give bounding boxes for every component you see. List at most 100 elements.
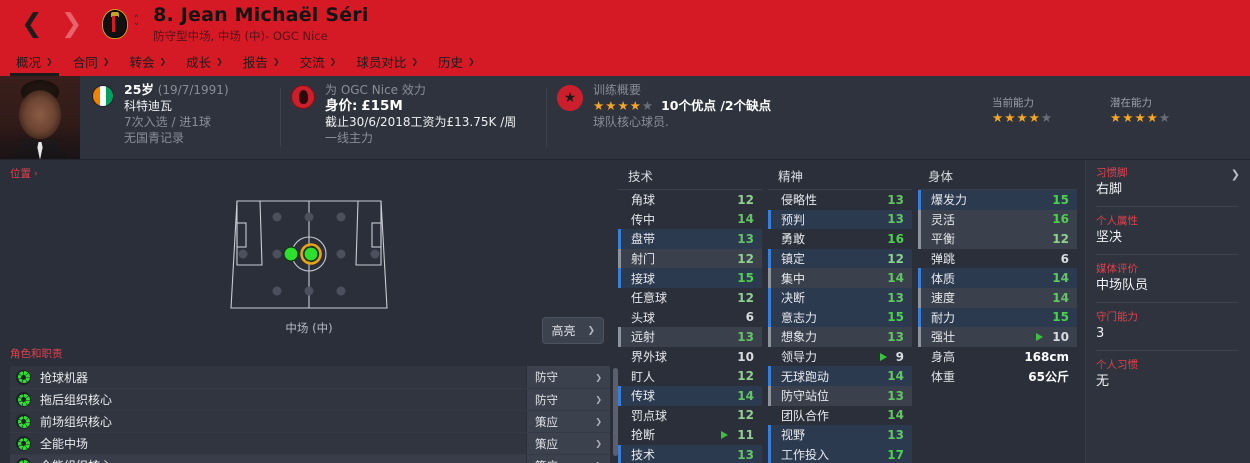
role-duty-select[interactable]: 策应 ❯ (526, 455, 610, 463)
chevron-down-icon: ❯ (216, 57, 223, 66)
tab-4[interactable]: 报告 ❯ (233, 50, 290, 76)
sidebar-detail-value: 中场队员 (1096, 278, 1149, 293)
attribute-name: 盯人 (631, 369, 656, 384)
role-main[interactable]: 全能中场 (10, 433, 526, 454)
attribute-name: 工作投入 (781, 448, 830, 463)
attribute-row: 灵活 16 (918, 209, 1077, 230)
tab-2[interactable]: 转会 ❯ (119, 50, 176, 76)
attribute-value: 12 (737, 369, 754, 384)
role-label: 全能中场 (40, 437, 89, 451)
roles-list: 抢球机器防守❯拖后组织核心防守❯前场组织核心策应❯全能中场策应❯全能组织核心策应… (0, 366, 618, 463)
club-crest-icon[interactable] (101, 9, 128, 39)
tab-label: 历史 (438, 55, 464, 70)
position-panel-title[interactable]: 位置 › (0, 160, 618, 181)
tab-5[interactable]: 交流 ❯ (290, 50, 347, 76)
attribute-row: 视野 13 (768, 425, 912, 445)
chevron-up-down-icon[interactable]: ˄ ˅ (133, 13, 140, 34)
tab-1[interactable]: 合同 ❯ (63, 50, 120, 76)
tab-label: 成长 (186, 55, 212, 70)
attribute-value: 12 (737, 408, 754, 423)
attribute-row: 预判 13 (768, 209, 912, 230)
current-ability-block: 当前能力 ★★★★★ (992, 82, 1110, 126)
role-label: 全能组织核心 (40, 457, 112, 463)
attribute-name: 想象力 (781, 330, 818, 345)
attribute-name: 平衡 (931, 232, 956, 247)
attribute-row: 团队合作 14 (768, 406, 912, 426)
attribute-row: 爆发力 15 (918, 190, 1077, 210)
attributes-section: 技术 角球 12 传中 14 盘带 13 射门 12 接球 15 任意球 12 头球 6 远射 13 界外球 10… (618, 160, 1085, 463)
attribute-value: 16 (887, 231, 904, 246)
attribute-value: 168cm (1024, 349, 1069, 364)
chevron-down-icon: ❯ (595, 461, 602, 463)
back-icon[interactable]: ❮ (21, 9, 43, 39)
highlight-select-value: 高亮 (551, 324, 576, 338)
attribute-value: 14 (1052, 290, 1069, 305)
star-badge-icon: ★ (557, 85, 583, 111)
contract-info-block: 为 OGC Nice 效力 身价: £15M 截止30/6/2018工资为£13… (281, 76, 546, 159)
role-main[interactable]: 全能组织核心 (10, 455, 526, 463)
attribute-row: 射门 12 (618, 248, 762, 269)
player-value: £15M (361, 98, 403, 114)
attribute-row: 罚点球 12 (618, 406, 762, 426)
role-label: 前场组织核心 (40, 415, 113, 429)
role-duty-select[interactable]: 防守 ❯ (526, 366, 610, 388)
attribute-value: 13 (887, 212, 904, 227)
sidebar-detail-label: 个人习惯 (1096, 359, 1138, 371)
attribute-value: 13 (887, 290, 904, 305)
attribute-value: 12 (737, 192, 754, 207)
role-row[interactable]: 全能中场 策应 ❯ (10, 432, 610, 454)
tab-7[interactable]: 历史 ❯ (428, 50, 485, 76)
role-main[interactable]: 抢球机器 (10, 366, 526, 388)
sidebar-detail-block: 媒体评价 中场队员 (1096, 262, 1238, 303)
chevron-down-icon: ❯ (329, 57, 337, 66)
role-suitability-icon (16, 414, 31, 429)
attribute-row: 盯人 12 (618, 366, 762, 386)
role-main[interactable]: 拖后组织核心 (10, 389, 526, 410)
chevron-down-icon[interactable]: ❯ (1230, 168, 1240, 181)
role-row[interactable]: 拖后组织核心 防守 ❯ (10, 388, 610, 410)
attribute-row: 集中 14 (768, 268, 912, 288)
attribute-name: 身高 (931, 350, 956, 365)
attribute-row: 想象力 13 (768, 327, 912, 347)
attribute-row: 远射 13 (618, 327, 762, 347)
attribute-name: 集中 (781, 271, 806, 286)
chevron-down-icon: ❯ (587, 325, 595, 336)
highlight-select[interactable]: 高亮 ❯ (542, 317, 604, 344)
role-row[interactable]: 全能组织核心 策应 ❯ (10, 454, 610, 463)
attribute-name: 防守站位 (781, 389, 830, 404)
divider (546, 88, 547, 147)
roles-section-title: 角色和职责 (10, 348, 63, 360)
role-row[interactable]: 抢球机器 防守 ❯ (10, 366, 610, 388)
sidebar-detail-value: 3 (1096, 326, 1105, 341)
role-duty-select[interactable]: 防守 ❯ (526, 389, 610, 410)
role-main[interactable]: 前场组织核心 (10, 411, 526, 432)
attribute-value: 14 (887, 408, 904, 423)
divider (280, 88, 281, 147)
chevron-down-icon: ❯ (595, 439, 602, 448)
attribute-name: 弹跳 (931, 252, 956, 267)
tab-0[interactable]: 概况 ❯ (6, 50, 63, 76)
attribute-value: 10 (737, 349, 754, 364)
forward-icon[interactable]: ❯ (60, 9, 83, 39)
attribute-row: 弹跳 6 (918, 249, 1077, 269)
role-duty-select[interactable]: 策应 ❯ (526, 433, 610, 454)
current-ability-label: 当前能力 (992, 97, 1034, 109)
player-photo (0, 76, 80, 159)
attribute-value: 13 (737, 329, 754, 344)
attribute-value: 10 (1052, 329, 1069, 344)
player-info-strip: 25岁 (19/7/1991) 科特迪瓦 7次入选 / 进1球 无国青记录 为 … (0, 76, 1250, 160)
player-details-sidebar: ❯ 习惯脚 右脚 个人属性 坚决 媒体评价 中场队员 守门能力 3 个人习惯无 (1085, 160, 1250, 463)
attribute-name: 界外球 (631, 350, 668, 365)
tab-3[interactable]: 成长 ❯ (176, 50, 233, 76)
attribute-value: 12 (887, 251, 904, 266)
sidebar-detail-block: 个人属性 坚决 (1096, 214, 1238, 255)
player-birthdate: (19/7/1991) (157, 83, 229, 97)
role-duty-select[interactable]: 策应 ❯ (526, 411, 610, 432)
roles-scrollbar[interactable] (613, 368, 618, 463)
sidebar-detail-value: 坚决 (1096, 230, 1123, 245)
tab-label: 合同 (72, 55, 98, 70)
attribute-value: 65公斤 (1028, 369, 1069, 384)
role-row[interactable]: 前场组织核心 策应 ❯ (10, 410, 610, 432)
tab-6[interactable]: 球员对比 ❯ (346, 50, 428, 76)
role-label: 抢球机器 (40, 370, 89, 385)
